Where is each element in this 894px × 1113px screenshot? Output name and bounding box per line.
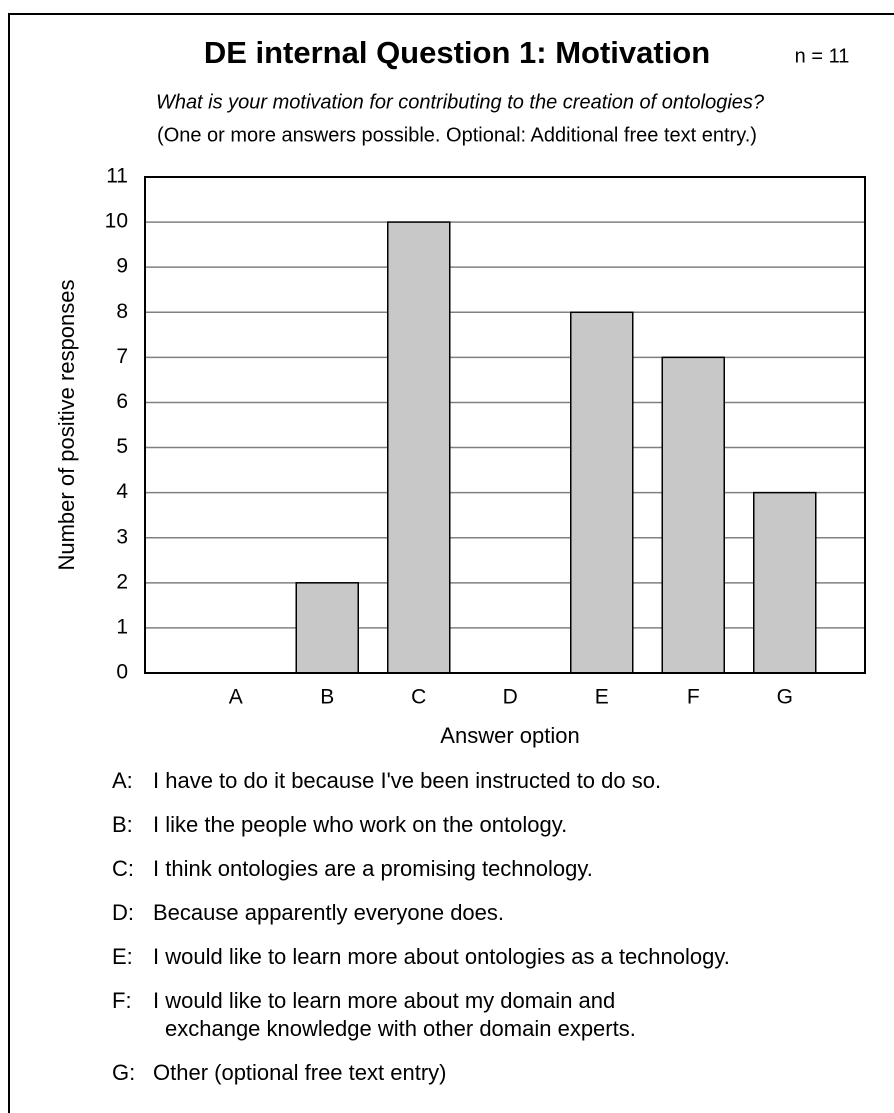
x-tick-label: F xyxy=(687,686,700,709)
note-text: I think ontologies are a promising techn… xyxy=(153,856,593,881)
note-key: F: xyxy=(112,988,132,1013)
chart-title: DE internal Question 1: Motivation xyxy=(204,35,710,70)
note-key: A: xyxy=(112,768,133,793)
note-text: I like the people who work on the ontolo… xyxy=(153,812,567,837)
note-text: I would like to learn more about my doma… xyxy=(153,988,615,1013)
y-tick-label: 2 xyxy=(116,570,128,593)
y-tick-label: 9 xyxy=(116,255,128,278)
note-key: G: xyxy=(112,1060,135,1085)
note-text: Other (optional free text entry) xyxy=(153,1060,446,1085)
x-tick-label: D xyxy=(503,686,518,709)
y-axis-label: Number of positive responses xyxy=(54,279,79,570)
y-tick-label: 1 xyxy=(116,615,128,638)
note-key: E: xyxy=(112,944,133,969)
y-tick-label: 0 xyxy=(116,661,128,684)
x-tick-label: E xyxy=(595,686,609,709)
y-tick-label: 6 xyxy=(116,390,128,413)
bar xyxy=(661,356,725,674)
x-tick-label: B xyxy=(320,686,334,709)
bar xyxy=(753,491,817,674)
subtitle: What is your motivation for contributing… xyxy=(156,91,765,113)
bar xyxy=(570,311,634,674)
x-tick-label: G xyxy=(777,686,793,709)
frame xyxy=(8,13,894,1113)
x-tick-label: C xyxy=(411,686,426,709)
y-tick-label: 7 xyxy=(116,345,128,368)
x-tick-label: A xyxy=(229,686,243,709)
note-text: Because apparently everyone does. xyxy=(153,900,504,925)
note-key: C: xyxy=(112,856,134,881)
y-tick-label: 8 xyxy=(116,300,128,323)
subtitle: (One or more answers possible. Optional:… xyxy=(157,124,757,146)
y-tick-label: 5 xyxy=(116,435,128,458)
note-key: B: xyxy=(112,812,133,837)
bar xyxy=(387,221,451,674)
x-axis-label: Answer option xyxy=(440,723,579,748)
bar xyxy=(295,582,359,674)
y-tick-label: 10 xyxy=(105,210,128,233)
y-tick-label: 4 xyxy=(116,480,128,503)
note-text: exchange knowledge with other domain exp… xyxy=(165,1016,636,1041)
y-tick-label: 11 xyxy=(106,165,128,188)
plot-frame xyxy=(144,176,866,674)
note-key: D: xyxy=(112,900,134,925)
annotation: n = 11 xyxy=(795,45,850,67)
note-text: I have to do it because I've been instru… xyxy=(153,768,661,793)
note-text: I would like to learn more about ontolog… xyxy=(153,944,730,969)
y-tick-label: 3 xyxy=(116,525,128,548)
